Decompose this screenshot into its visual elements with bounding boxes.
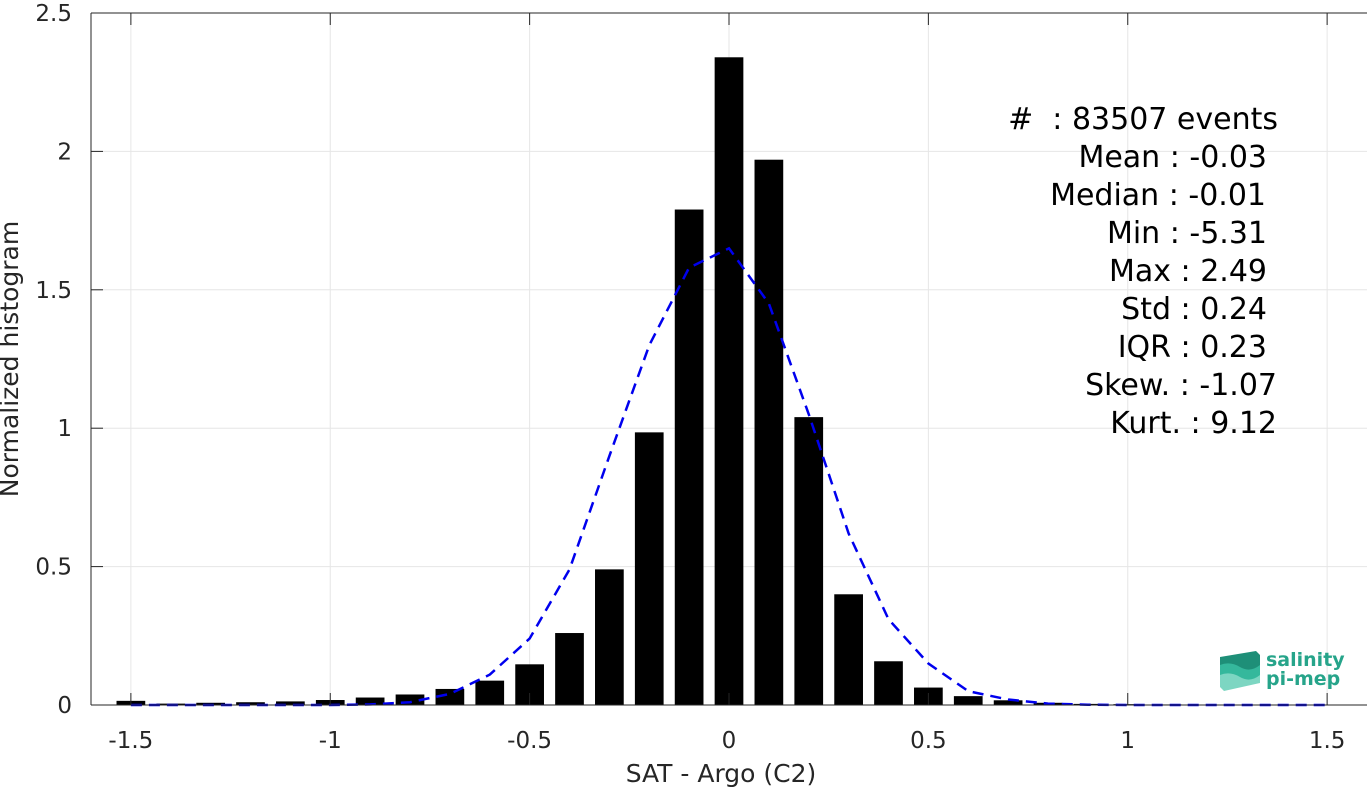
salinity-pi-mep-logo (1216, 645, 1346, 695)
logo-text-line2: pi-mep (1266, 668, 1341, 690)
histogram-bar (714, 57, 744, 705)
x-axis-label: SAT - Argo (C2) (626, 759, 817, 787)
histogram-bar (595, 569, 624, 705)
histogram-bar (276, 701, 305, 705)
stat-line: # : 83507 events (1008, 102, 1278, 137)
histogram-bar (355, 697, 385, 705)
histogram-bar (993, 700, 1023, 705)
x-tick-label: 1 (1120, 728, 1135, 754)
stat-line: Std : 0.24 (1121, 292, 1267, 327)
axes (90, 12, 1367, 706)
histogram-bar (794, 417, 824, 705)
histogram-bar (634, 432, 664, 705)
x-tick-label: 1.5 (1309, 728, 1346, 754)
histogram-bar (953, 696, 983, 705)
y-tick-label: 1 (57, 416, 72, 442)
stat-line: Median : -0.01 (1050, 178, 1266, 213)
stat-line: Max : 2.49 (1109, 254, 1267, 289)
histogram-bar (475, 680, 505, 705)
histogram-bar (834, 594, 863, 705)
x-tick-label: 0.5 (910, 728, 947, 754)
histogram-bar (754, 159, 784, 706)
x-tick-label: -0.5 (507, 728, 552, 754)
stat-line: IQR : 0.23 (1117, 330, 1267, 365)
tick-labels: -1.5 -1 -0.5 0 0.5 1 1.5 0 0.5 1 1.5 2 2.5 (35, 1, 1345, 754)
x-tick-label: -1 (319, 728, 342, 754)
stat-line: Kurt. : 9.12 (1110, 406, 1277, 441)
stat-line: Min : -5.31 (1106, 216, 1267, 251)
y-tick-label: 0.5 (35, 555, 72, 581)
x-tick-label: 0 (722, 728, 737, 754)
y-tick-label: 2 (57, 139, 72, 165)
bar-series (116, 57, 1342, 706)
histogram-bar (874, 661, 903, 705)
histogram-bar (236, 702, 265, 705)
histogram-bar (435, 688, 465, 705)
histogram-bar (555, 633, 584, 705)
logo-text-line1: salinity (1266, 649, 1345, 671)
stat-line: Mean : -0.03 (1078, 140, 1267, 175)
logo-mark-icon (1220, 651, 1260, 691)
y-tick-label: 0 (57, 693, 72, 719)
y-tick-label: 2.5 (35, 1, 72, 27)
histogram-bar (674, 209, 704, 705)
x-tick-label: -1.5 (108, 728, 153, 754)
stat-line: Skew. : -1.07 (1085, 368, 1277, 403)
histogram-bar (395, 694, 425, 705)
y-tick-label: 1.5 (35, 278, 72, 304)
y-axis-label: Normalized histogram (0, 221, 24, 497)
